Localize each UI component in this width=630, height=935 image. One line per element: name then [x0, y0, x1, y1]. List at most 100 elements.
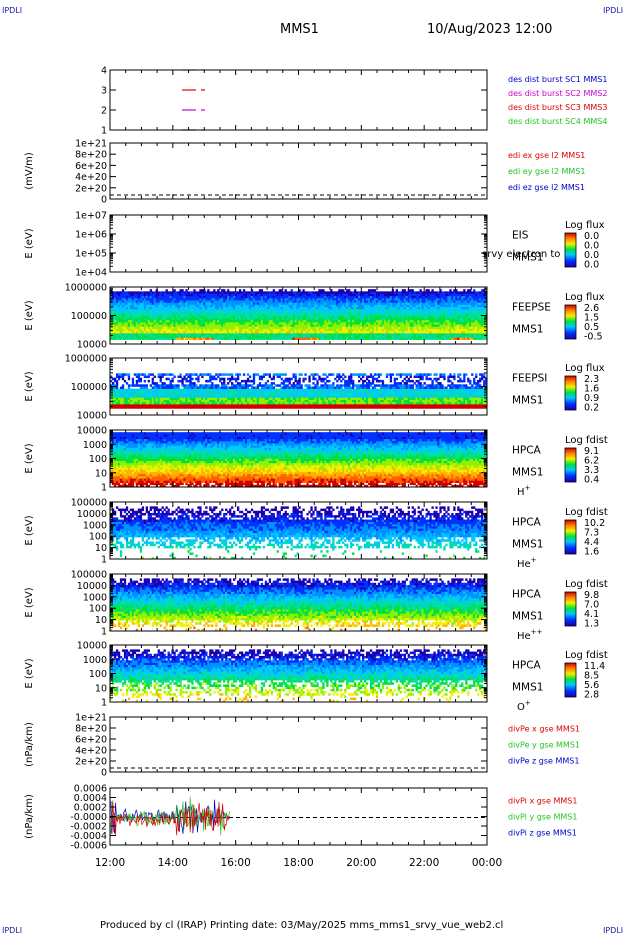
spectrogram-cell — [350, 309, 352, 311]
spectrogram-cell — [414, 322, 416, 324]
spectrogram-cell — [461, 311, 463, 313]
spectrogram-cell — [314, 307, 316, 309]
spectrogram-cell — [400, 316, 402, 318]
spectrogram-cell — [336, 296, 338, 298]
spectrogram-cell — [410, 337, 412, 339]
spectrogram-cell — [120, 322, 122, 324]
spectrogram-cell — [336, 294, 338, 296]
spectrogram-cell — [471, 320, 473, 322]
spectrogram-cell — [293, 335, 295, 337]
spectrogram-cell — [158, 331, 160, 333]
spectrogram-cell — [360, 311, 362, 313]
spectrogram-cell — [386, 291, 388, 293]
spectrogram-cell — [348, 326, 350, 328]
spectrogram-cell — [437, 337, 439, 339]
spectrogram-cell — [471, 311, 473, 313]
spectrogram-cell — [461, 335, 463, 337]
spectrogram-cell — [223, 289, 225, 291]
spectrogram-cell — [172, 322, 174, 324]
spectrogram-cell — [160, 296, 162, 298]
spectrogram-cell — [275, 302, 277, 304]
spectrogram-cell — [346, 289, 348, 291]
spectrogram-cell — [156, 329, 158, 331]
spectrogram-cell — [209, 294, 211, 296]
spectrogram-cell — [364, 302, 366, 304]
spectrogram-cell — [172, 300, 174, 302]
spectrogram-cell — [435, 333, 437, 335]
spectrogram-cell — [431, 313, 433, 315]
spectrogram-cell — [350, 311, 352, 313]
spectrogram-cell — [396, 309, 398, 311]
spectrogram-cell — [227, 298, 229, 300]
spectrogram-cell — [158, 307, 160, 309]
spectrogram-cell — [473, 329, 475, 331]
spectrogram-cell — [229, 333, 231, 335]
spectrogram-cell — [384, 296, 386, 298]
spectrogram-cell — [340, 307, 342, 309]
spectrogram-cell — [310, 309, 312, 311]
spectrogram-cell — [372, 305, 374, 307]
spectrogram-cell — [302, 313, 304, 315]
spectrogram-cell — [310, 302, 312, 304]
spectrogram-cell — [160, 387, 162, 389]
spectrogram-cell — [425, 318, 427, 320]
spectrogram-cell — [154, 324, 156, 326]
spectrogram-cell — [177, 318, 179, 320]
spectrogram-cell — [130, 400, 132, 402]
spectrogram-cell — [285, 318, 287, 320]
spectrogram-cell — [289, 333, 291, 335]
spectrogram-cell — [201, 337, 203, 339]
spectrogram-cell — [189, 296, 191, 298]
spectrogram-cell — [261, 322, 263, 324]
spectrogram-cell — [185, 302, 187, 304]
spectrogram-cell — [362, 302, 364, 304]
spectrogram-cell — [172, 324, 174, 326]
spectrogram-cell — [227, 320, 229, 322]
spectrogram-cell — [418, 335, 420, 337]
spectrogram-cell — [384, 326, 386, 328]
spectrogram-cell — [318, 318, 320, 320]
spectrogram-cell — [447, 296, 449, 298]
spectrogram-cell — [221, 324, 223, 326]
spectrogram-cell — [370, 313, 372, 315]
spectrogram-cell — [404, 337, 406, 339]
spectrogram-cell — [114, 300, 116, 302]
spectrogram-cell — [283, 313, 285, 315]
spectrogram-cell — [372, 302, 374, 304]
spectrogram-cell — [322, 331, 324, 333]
spectrogram-cell — [374, 302, 376, 304]
spectrogram-cell — [279, 320, 281, 322]
spectrogram-cell — [130, 406, 132, 408]
spectrogram-cell — [358, 335, 360, 337]
spectrogram-cell — [179, 291, 181, 293]
spectrogram-cell — [239, 320, 241, 322]
spectrogram-cell — [273, 318, 275, 320]
spectrogram-cell — [362, 331, 364, 333]
spectrogram-cell — [429, 333, 431, 335]
spectrogram-cell — [304, 337, 306, 339]
spectrogram-cell — [348, 311, 350, 313]
spectrogram-cell — [471, 307, 473, 309]
spectrogram-cell — [308, 291, 310, 293]
spectrogram-cell — [130, 311, 132, 313]
spectrogram-cell — [463, 311, 465, 313]
spectrogram-cell — [181, 305, 183, 307]
spectrogram-cell — [427, 326, 429, 328]
spectrogram-cell — [275, 311, 277, 313]
spectrogram-cell — [354, 305, 356, 307]
spectrogram-cell — [348, 294, 350, 296]
spectrogram-cell — [398, 302, 400, 304]
spectrogram-cell — [227, 294, 229, 296]
spectrogram-cell — [467, 291, 469, 293]
spectrogram-cell — [191, 311, 193, 313]
spectrogram-cell — [154, 302, 156, 304]
spectrogram-cell — [412, 298, 414, 300]
spectrogram-cell — [138, 406, 140, 408]
spectrogram-cell — [185, 300, 187, 302]
spectrogram-cell — [138, 402, 140, 404]
spectrogram-cell — [439, 331, 441, 333]
spectrogram-cell — [197, 324, 199, 326]
spectrogram-cell — [114, 322, 116, 324]
spectrogram-cell — [293, 307, 295, 309]
spectrogram-cell — [406, 335, 408, 337]
